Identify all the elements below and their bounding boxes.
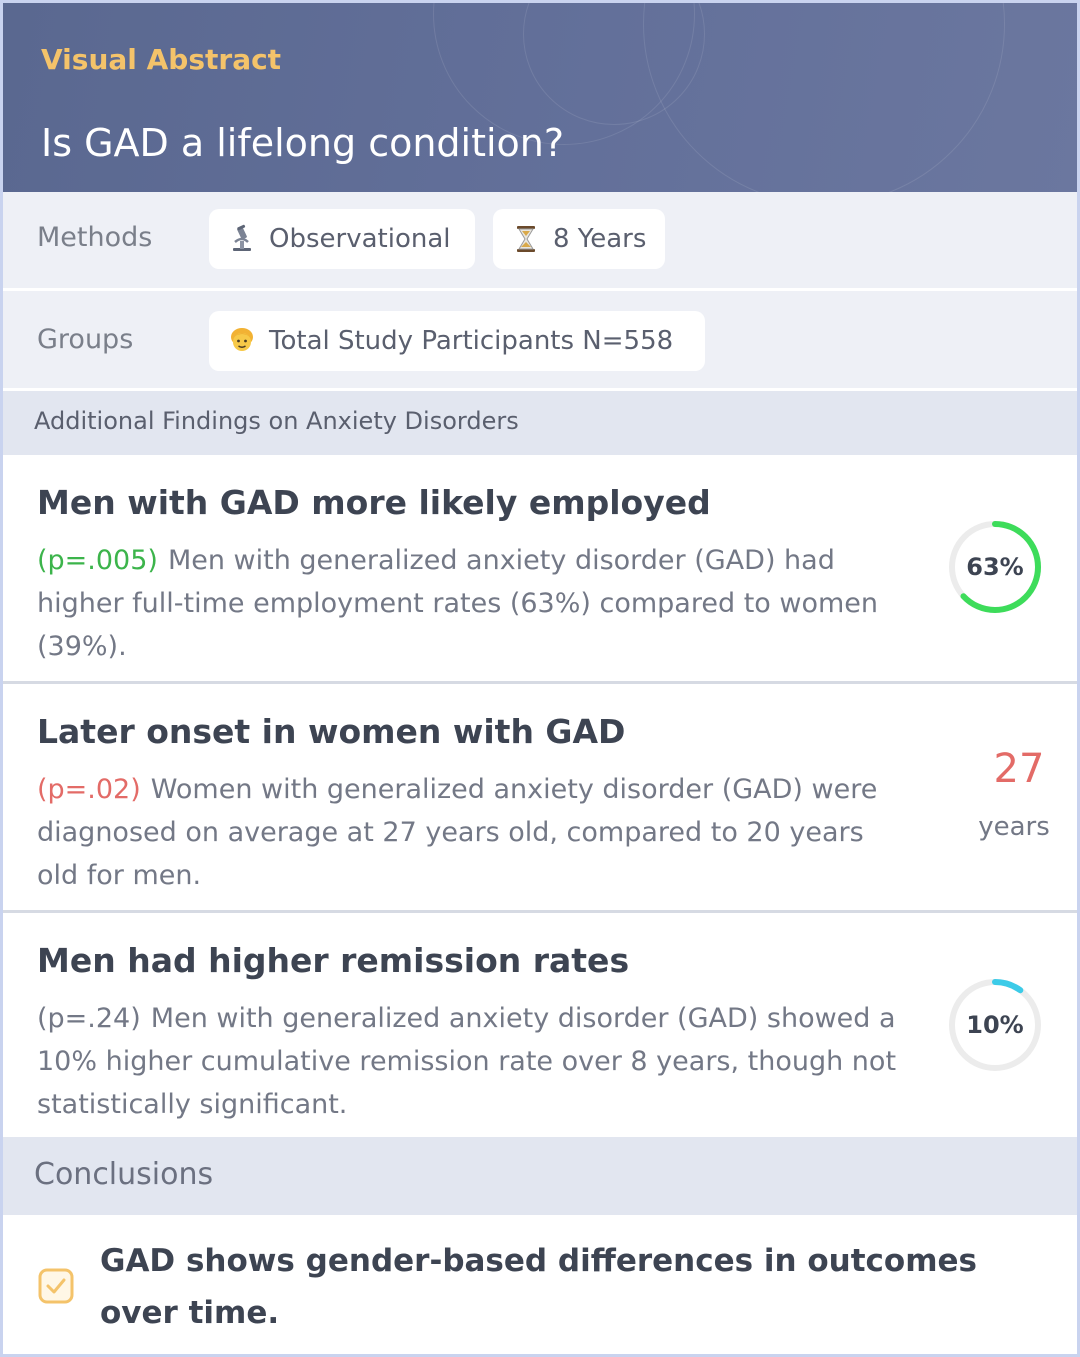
finding-card: Later onset in women with GAD (p=.02) Wom…: [3, 684, 1077, 913]
finding-card: Men with GAD more likely employed (p=.00…: [3, 455, 1077, 684]
metric-unit: years: [978, 812, 1050, 842]
method-chip-duration: 8 Years: [493, 209, 665, 269]
header-kicker: Visual Abstract: [41, 43, 282, 76]
groups-row: Groups Total Study Participants N=558: [3, 291, 1077, 391]
methods-row: Methods Observational: [3, 192, 1077, 291]
page-title: Is GAD a lifelong condition?: [41, 121, 565, 165]
finding-title: Men had higher remission rates: [37, 941, 630, 980]
checkbox-icon: [38, 1268, 74, 1304]
methods-label: Methods: [37, 222, 153, 253]
progress-ring-arc: [949, 521, 1041, 613]
header: Visual Abstract Is GAD a lifelong condit…: [3, 3, 1077, 192]
p-value: (p=.24): [37, 1003, 141, 1034]
progress-ring: 63%: [949, 521, 1041, 613]
finding-description: (p=.005) Men with generalized anxiety dis…: [37, 539, 897, 668]
conclusions-heading-bar: Conclusions: [3, 1137, 1077, 1215]
finding-text: Women with generalized anxiety disorder …: [37, 774, 878, 891]
progress-ring: 10%: [949, 979, 1041, 1071]
microscope-icon: [227, 224, 257, 254]
finding-description: (p=.02) Women with generalized anxiety di…: [37, 768, 897, 897]
finding-description: (p=.24) Men with generalized anxiety diso…: [37, 997, 897, 1126]
findings-heading: Additional Findings on Anxiety Disorders: [34, 407, 519, 435]
progress-ring-arc: [949, 979, 1041, 1071]
progress-ring-label: 10%: [966, 1011, 1023, 1039]
finding-text: Men with generalized anxiety disorder (G…: [37, 1003, 897, 1120]
finding-title: Men with GAD more likely employed: [37, 483, 711, 522]
conclusion-text: GAD shows gender-based differences in ou…: [100, 1243, 977, 1331]
method-chip-label: 8 Years: [553, 224, 647, 254]
group-chip-label: Total Study Participants N=558: [269, 326, 674, 356]
progress-ring-label: 63%: [966, 553, 1023, 581]
hourglass-icon: [511, 224, 541, 254]
finding-text: Men with generalized anxiety disorder (G…: [37, 545, 879, 662]
person-icon: [227, 326, 257, 356]
finding-title: Later onset in women with GAD: [37, 712, 626, 751]
conclusions-heading: Conclusions: [34, 1157, 214, 1192]
groups-label: Groups: [37, 324, 134, 355]
p-value: (p=.005): [37, 545, 158, 576]
background-decoration: [643, 3, 1005, 192]
group-chip-participants: Total Study Participants N=558: [209, 311, 705, 371]
p-value: (p=.02): [37, 774, 141, 805]
method-chip-observational: Observational: [209, 209, 475, 269]
finding-card: Men had higher remission rates (p=.24) Me…: [3, 913, 1077, 1137]
conclusion-item: GAD shows gender-based differences in ou…: [3, 1215, 1077, 1354]
findings-heading-bar: Additional Findings on Anxiety Disorders: [3, 391, 1077, 455]
method-chip-label: Observational: [269, 224, 451, 254]
metric-number: 27: [993, 746, 1045, 792]
